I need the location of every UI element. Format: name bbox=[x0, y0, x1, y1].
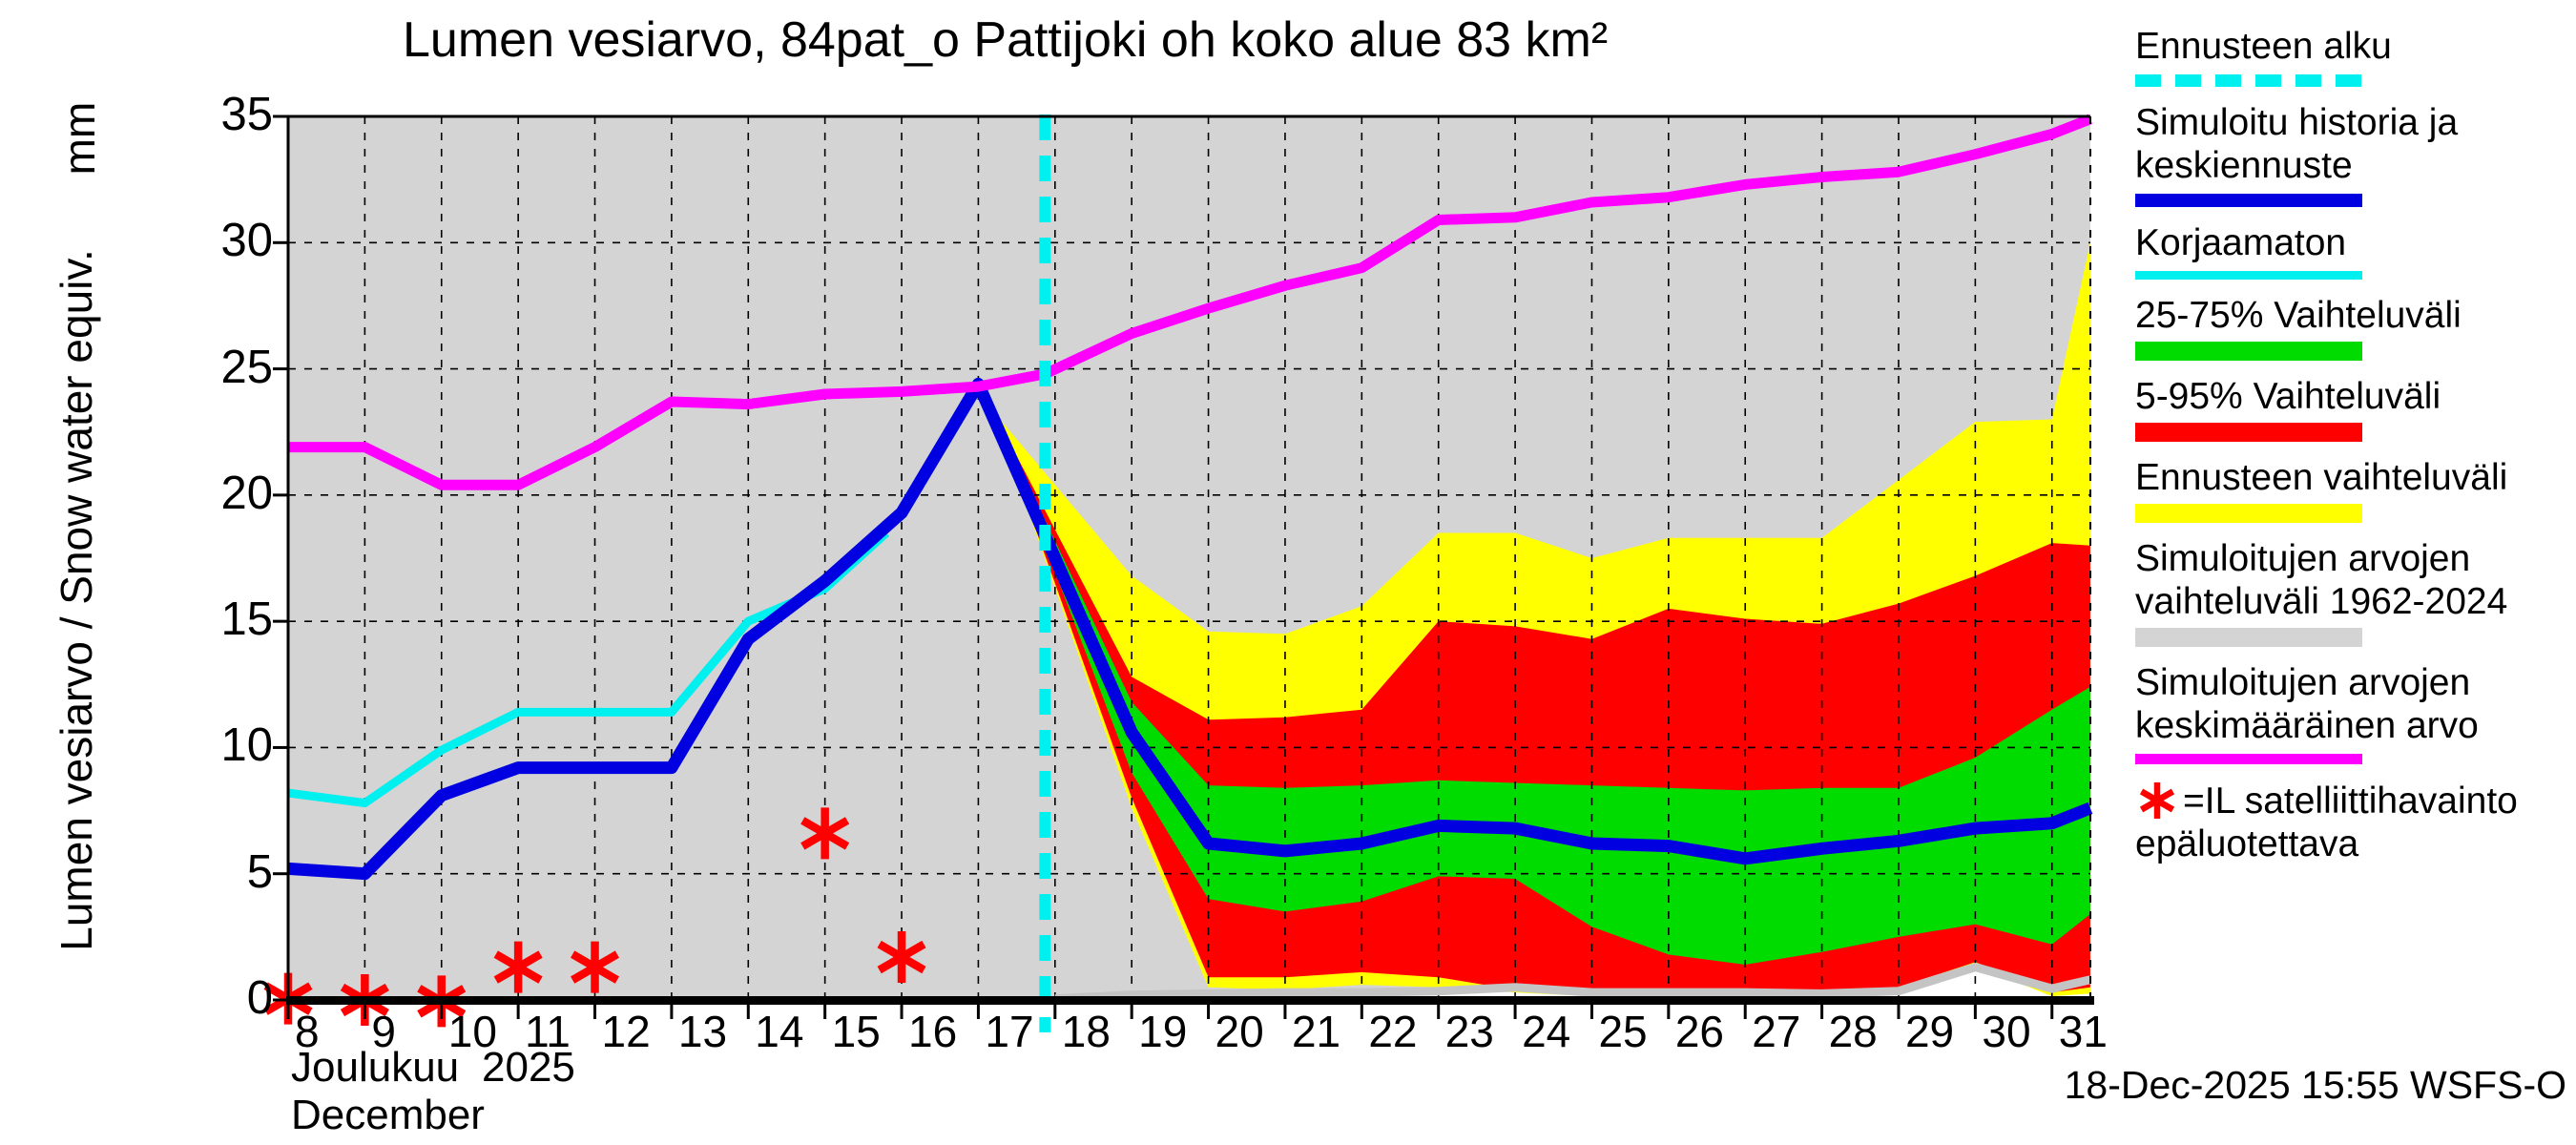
x-tick-label: 30 bbox=[1982, 1007, 2031, 1056]
x-tick-label: 9 bbox=[371, 1007, 396, 1056]
legend-item-uncorrected: Korjaamaton bbox=[2135, 221, 2574, 280]
legend-label: epäluotettava bbox=[2135, 823, 2359, 864]
x-tick-label: 24 bbox=[1522, 1007, 1571, 1056]
x-tick-label: 10 bbox=[447, 1007, 497, 1056]
legend-label: Korjaamaton bbox=[2135, 222, 2347, 263]
x-tick-label: 31 bbox=[2058, 1007, 2108, 1056]
x-tick-label: 18 bbox=[1061, 1007, 1111, 1056]
x-tick-label: 25 bbox=[1598, 1007, 1648, 1056]
timestamp: 18-Dec-2025 15:55 WSFS-O bbox=[2064, 1063, 2566, 1107]
legend-item-simulated-range-1962-2024: Simuloitujen arvojen vaihteluväli 1962-20… bbox=[2135, 537, 2574, 647]
legend-swatch-range-5-95 bbox=[2135, 423, 2362, 442]
legend-swatch-forecast-start bbox=[2135, 74, 2362, 87]
x-tick-label: 29 bbox=[1904, 1007, 1955, 1056]
x-tick-label: 13 bbox=[677, 1007, 728, 1056]
y-tick-label: 0 bbox=[246, 972, 273, 1024]
x-tick-label: 20 bbox=[1215, 1007, 1264, 1056]
legend-swatch-uncorrected bbox=[2135, 271, 2362, 280]
legend-swatch-simulated-history-median bbox=[2135, 194, 2362, 207]
x-tick-label: 12 bbox=[601, 1007, 651, 1056]
series-history-and-median-line bbox=[287, 377, 2093, 881]
page-title: Lumen vesiarvo, 84pat_o Pattijoki oh kok… bbox=[403, 12, 1609, 68]
x-axis-month-label-fi: Joulukuu bbox=[291, 1044, 460, 1091]
x-axis-line bbox=[286, 996, 2094, 1005]
x-tick-label: 22 bbox=[1368, 1007, 1418, 1056]
x-tick-label: 11 bbox=[525, 1007, 571, 1056]
y-tick-label: 15 bbox=[220, 593, 273, 646]
legend-label: Ennusteen alku bbox=[2135, 26, 2392, 67]
x-tick-label: 17 bbox=[985, 1007, 1034, 1056]
legend-label: Simuloitujen arvojen bbox=[2135, 662, 2471, 703]
legend-label: keskiennuste bbox=[2135, 145, 2353, 186]
legend-label: keskimääräinen arvo bbox=[2135, 705, 2479, 746]
satellite-observation-marker bbox=[800, 807, 850, 860]
legend-label: Simuloitujen arvojen bbox=[2135, 538, 2471, 579]
legend-item-simulated-mean: Simuloitujen arvojen keskimääräinen arvo bbox=[2135, 661, 2574, 764]
legend-label: Simuloitu historia ja bbox=[2135, 102, 2459, 143]
x-tick-label: 23 bbox=[1444, 1007, 1494, 1056]
legend-label: 5-95% Vaihteluväli bbox=[2135, 376, 2441, 417]
simulated-range-lower-edge-line bbox=[1054, 962, 2091, 1004]
series-long-term-mean-line bbox=[288, 114, 2092, 490]
legend-item-simulated-history-median: Simuloitu historia ja keskiennuste bbox=[2135, 101, 2574, 207]
legend-swatch-simulated-range-1962-2024 bbox=[2135, 628, 2362, 647]
legend-item-satellite-note: =IL satelliittihavainto epäluotettava bbox=[2135, 779, 2574, 865]
y-tick-label: 25 bbox=[220, 341, 273, 393]
x-axis-month-label-en: December bbox=[291, 1092, 485, 1138]
y-tick-label: 35 bbox=[220, 89, 273, 140]
x-tick-label: 16 bbox=[908, 1007, 958, 1056]
x-tick-label: 19 bbox=[1138, 1007, 1188, 1056]
legend-swatch-range-25-75 bbox=[2135, 342, 2362, 361]
legend-label: 25-75% Vaihteluväli bbox=[2135, 295, 2462, 336]
satellite-asterisk-icon bbox=[2139, 782, 2175, 819]
x-tick-label: 27 bbox=[1752, 1007, 1801, 1056]
satellite-observation-marker bbox=[2139, 782, 2175, 819]
satellite-observation-marker bbox=[877, 931, 926, 984]
legend-label: =IL satelliittihavainto bbox=[2135, 779, 2574, 822]
y-tick-label: 20 bbox=[220, 467, 273, 519]
x-tick-label: 21 bbox=[1291, 1007, 1341, 1056]
legend-swatch-simulated-mean bbox=[2135, 754, 2362, 764]
satellite-observation-marker bbox=[493, 941, 543, 993]
x-tick-label: 15 bbox=[831, 1007, 881, 1056]
legend-label: vaihteluväli 1962-2024 bbox=[2135, 581, 2508, 622]
legend-item-range-25-75: 25-75% Vaihteluväli bbox=[2135, 294, 2574, 361]
band-25-75-range bbox=[993, 411, 2090, 966]
x-tick-label: 14 bbox=[755, 1007, 804, 1056]
x-tick-label: 8 bbox=[295, 1007, 320, 1056]
y-tick-label: 5 bbox=[246, 845, 273, 898]
y-tick-label: 30 bbox=[220, 215, 273, 267]
x-axis-year-label: 2025 bbox=[482, 1044, 575, 1091]
legend-label: Ennusteen vaihteluväli bbox=[2135, 457, 2508, 498]
satellite-observation-marker bbox=[571, 941, 620, 993]
chart-legend: Ennusteen alku Simuloitu historia ja keski… bbox=[2135, 25, 2574, 865]
legend-item-forecast-range: Ennusteen vaihteluväli bbox=[2135, 456, 2574, 523]
x-tick-label: 26 bbox=[1674, 1007, 1724, 1056]
legend-swatch-forecast-range bbox=[2135, 504, 2362, 523]
x-tick-label: 28 bbox=[1828, 1007, 1878, 1056]
legend-item-forecast-start: Ennusteen alku bbox=[2135, 25, 2574, 87]
legend-item-range-5-95: 5-95% Vaihteluväli bbox=[2135, 375, 2574, 442]
y-tick-label: 10 bbox=[220, 719, 273, 772]
